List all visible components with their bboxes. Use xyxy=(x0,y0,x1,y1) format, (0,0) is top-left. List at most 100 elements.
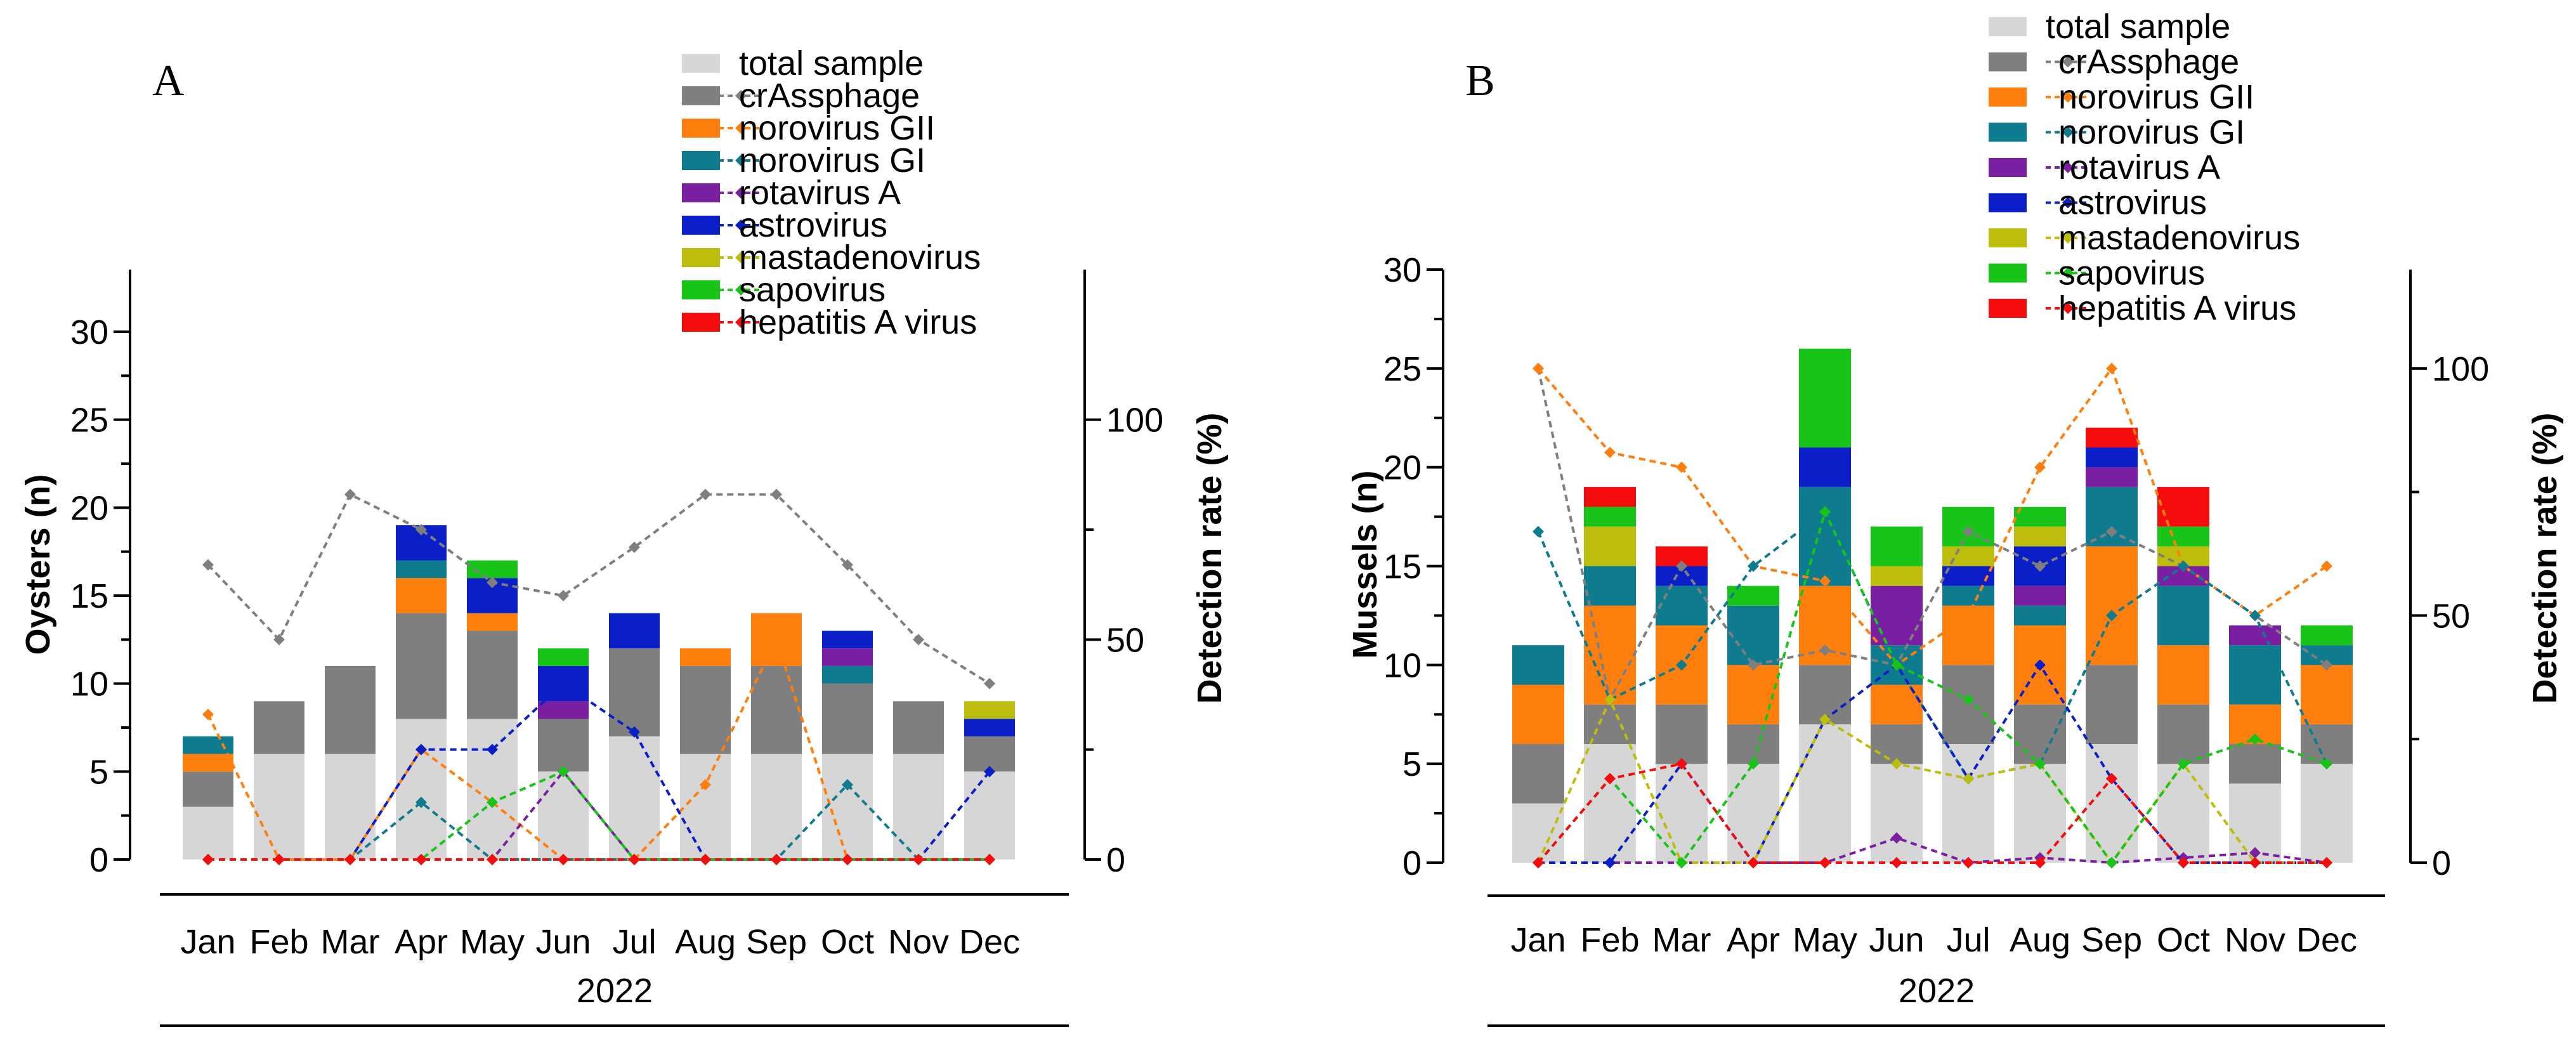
panel-a-rate-point-crassphage-sep xyxy=(771,488,782,500)
panel-b-y2-tick-label: 0 xyxy=(2432,844,2451,882)
panel-a-rate-point-hepatitis-a-virus-mar xyxy=(344,854,356,865)
panel-b-bar-hepatitis-a-virus-oct xyxy=(2157,487,2209,527)
panel-b-legend-label-crassphage: crAssphage xyxy=(2058,43,2239,81)
panel-a-bar-mastadenovirus-dec xyxy=(964,701,1015,719)
panel-a-x-tick-jul: Jul xyxy=(612,923,656,961)
panel-a-rate-point-hepatitis-a-virus-sep xyxy=(771,854,782,865)
panel-b-rate-point-crassphage-apr xyxy=(1748,659,1759,671)
panel-b-bar-sapovirus-aug xyxy=(2014,507,2066,527)
panel-a-legend-swatch-crassphage xyxy=(682,86,720,105)
panel-a-bar-crassphage-oct xyxy=(822,683,873,754)
panel-b-legend-marker-astrovirus xyxy=(2062,197,2074,209)
panel-b-bar-crassphage-jun xyxy=(1871,724,1923,764)
panel-b-y2-label: Detection rate (%) xyxy=(2526,412,2564,703)
panel-b-x-tick-jun: Jun xyxy=(1869,921,1924,959)
panel-a-legend-marker-norovirus-gii xyxy=(735,122,747,134)
panel-a-x-tick-nov: Nov xyxy=(888,923,949,961)
panel-b-rate-point-mastadenovirus-jun xyxy=(1891,758,1902,770)
panel-a-letter: A xyxy=(152,56,185,105)
panel-b-rate-line-norovirus-gii xyxy=(1537,365,2328,667)
panel-b-bar-norovirus-gii-oct xyxy=(2157,645,2209,705)
panel-a-rate-point-crassphage-oct xyxy=(842,559,853,571)
panel-b-rate-point-sapovirus-jun xyxy=(1891,659,1902,671)
panel-b-bar-sapovirus-apr xyxy=(1727,585,1779,606)
panel-a-rate-point-hepatitis-a-virus-nov xyxy=(913,854,924,865)
panel-a-legend-label-sapovirus: sapovirus xyxy=(739,271,886,309)
panel-b-bar-total-sample-may xyxy=(1799,724,1851,863)
panel-a-rate-point-crassphage-apr xyxy=(415,524,427,535)
panel-a-legend-label-total-sample: total sample xyxy=(739,44,924,82)
panel-b-bar-norovirus-gii-apr xyxy=(1727,665,1779,724)
panel-b-rate-point-norovirus-gi-apr xyxy=(1748,560,1759,572)
panel-b-rate-line-mastadenovirus xyxy=(1537,696,2327,865)
panel-b-bar-sapovirus-jun xyxy=(1871,526,1923,566)
panel-a-x-tick-aug: Aug xyxy=(675,923,736,961)
panel-a-rate-point-crassphage-may xyxy=(487,577,498,589)
panel-a-bar-norovirus-gi-oct xyxy=(822,665,873,684)
panel-b-bar-sapovirus-feb xyxy=(1584,507,1636,527)
panel-b-rate-point-norovirus-gi-mar xyxy=(1676,659,1687,671)
panel-b-rate-point-hepatitis-a-virus-mar xyxy=(1676,758,1687,770)
panel-b-legend-label-mastadenovirus: mastadenovirus xyxy=(2058,219,2300,257)
panel-b-rate-point-mastadenovirus-jul xyxy=(1963,773,1974,785)
panel-b-x-tick-aug: Aug xyxy=(2010,921,2070,959)
panel-b-rate-line-rotavirus-a xyxy=(1538,836,2327,865)
panel-b-rate-point-rotavirus-a-nov xyxy=(2249,847,2261,859)
panel-b-legend-swatch-crassphage xyxy=(1989,52,2027,72)
panel-a-legend-marker-crassphage xyxy=(735,90,747,101)
panel-b-bar-norovirus-gi-feb xyxy=(1584,566,1636,606)
panel-b-rate-point-hepatitis-a-virus-may xyxy=(1819,857,1831,868)
panel-a-bar-total-sample-oct xyxy=(822,754,873,860)
panel-a-rate-point-hepatitis-a-virus-jul xyxy=(629,854,640,865)
panel-b-x-label: 2022 xyxy=(1899,972,1975,1010)
panel-b-bar-astrovirus-sep xyxy=(2086,447,2138,467)
panel-b-legend-marker-norovirus-gi xyxy=(2062,126,2074,138)
panel-b-bar-norovirus-gi-jul xyxy=(1942,585,1994,606)
panel-b-rate-point-norovirus-gi-jan xyxy=(1533,525,1544,537)
panel-a-bar-total-sample-sep xyxy=(751,754,802,860)
panel-b-rate-point-hepatitis-a-virus-apr xyxy=(1748,857,1759,868)
panel-b-legend-label-norovirus-gii: norovirus GII xyxy=(2058,78,2254,116)
panel-a-bar-astrovirus-dec xyxy=(964,719,1015,736)
panel-b-rate-point-norovirus-gii-aug xyxy=(2034,461,2046,473)
panel-a-bar-total-sample-nov xyxy=(893,754,944,860)
panel-b-rate-point-crassphage-sep xyxy=(2106,525,2117,537)
panel-a-rate-point-hepatitis-a-virus-dec xyxy=(984,854,995,865)
panel-a-x-tick-apr: Apr xyxy=(395,923,448,961)
panel-b-rate-point-hepatitis-a-virus-dec xyxy=(2321,857,2332,868)
panel-a-y2-tick-label: 50 xyxy=(1106,621,1144,659)
panel-b-bar-crassphage-mar xyxy=(1656,704,1708,764)
panel-b-bar-norovirus-gii-jun xyxy=(1871,684,1923,724)
panel-a-bar-total-sample-feb xyxy=(254,754,304,860)
panel-b-bar-mastadenovirus-aug xyxy=(2014,526,2066,547)
panel-b-rate-point-sapovirus-apr xyxy=(1748,758,1759,770)
panel-b-legend-marker-norovirus-gii xyxy=(2062,91,2074,103)
panel-b-bar-total-sample-oct xyxy=(2157,764,2209,863)
panel-a-bar-rotavirus-a-jun xyxy=(538,701,589,719)
panel-a-rate-point-norovirus-gi-apr xyxy=(415,796,427,808)
panel-a-legend-swatch-rotavirus-a xyxy=(682,183,720,202)
panel-a-rate-point-crassphage-feb xyxy=(273,634,285,646)
panel-b-rate-point-sapovirus-may xyxy=(1819,506,1831,518)
panel-a-bar-astrovirus-oct xyxy=(822,631,873,649)
panel-a-bar-norovirus-gi-apr xyxy=(396,560,447,579)
panel-b-rate-point-mastadenovirus-feb xyxy=(1604,693,1616,705)
panel-a-bar-crassphage-jul xyxy=(609,648,660,736)
panel-b-rate-point-mastadenovirus-may xyxy=(1819,714,1831,726)
panel-b-rate-point-sapovirus-dec xyxy=(2321,758,2332,770)
panel-a-rate-point-crassphage-mar xyxy=(344,488,356,500)
panel-a-y-tick-label: 5 xyxy=(89,753,108,791)
panel-b-bar-total-sample-jan xyxy=(1512,803,1564,863)
panel-b-rate-line-norovirus-gi xyxy=(1537,509,2328,780)
panel-b-bar-norovirus-gi-mar xyxy=(1656,585,1708,625)
panel-b-rate-point-sapovirus-sep xyxy=(2106,857,2117,868)
panel-a-bar-total-sample-may xyxy=(467,719,518,860)
panel-b-bar-total-sample-mar xyxy=(1656,764,1708,863)
panel-b-bar-norovirus-gi-jan xyxy=(1512,645,1564,685)
panel-a-rate-point-astrovirus-apr xyxy=(415,743,427,755)
panel-b-bar-crassphage-jan xyxy=(1512,744,1564,804)
panel-b-bar-mastadenovirus-feb xyxy=(1584,526,1636,566)
panel-b-rate-point-norovirus-gi-sep xyxy=(2106,610,2117,622)
panel-b-rate-point-sapovirus-oct xyxy=(2178,758,2189,770)
panel-b-rate-point-hepatitis-a-virus-oct xyxy=(2178,857,2189,868)
